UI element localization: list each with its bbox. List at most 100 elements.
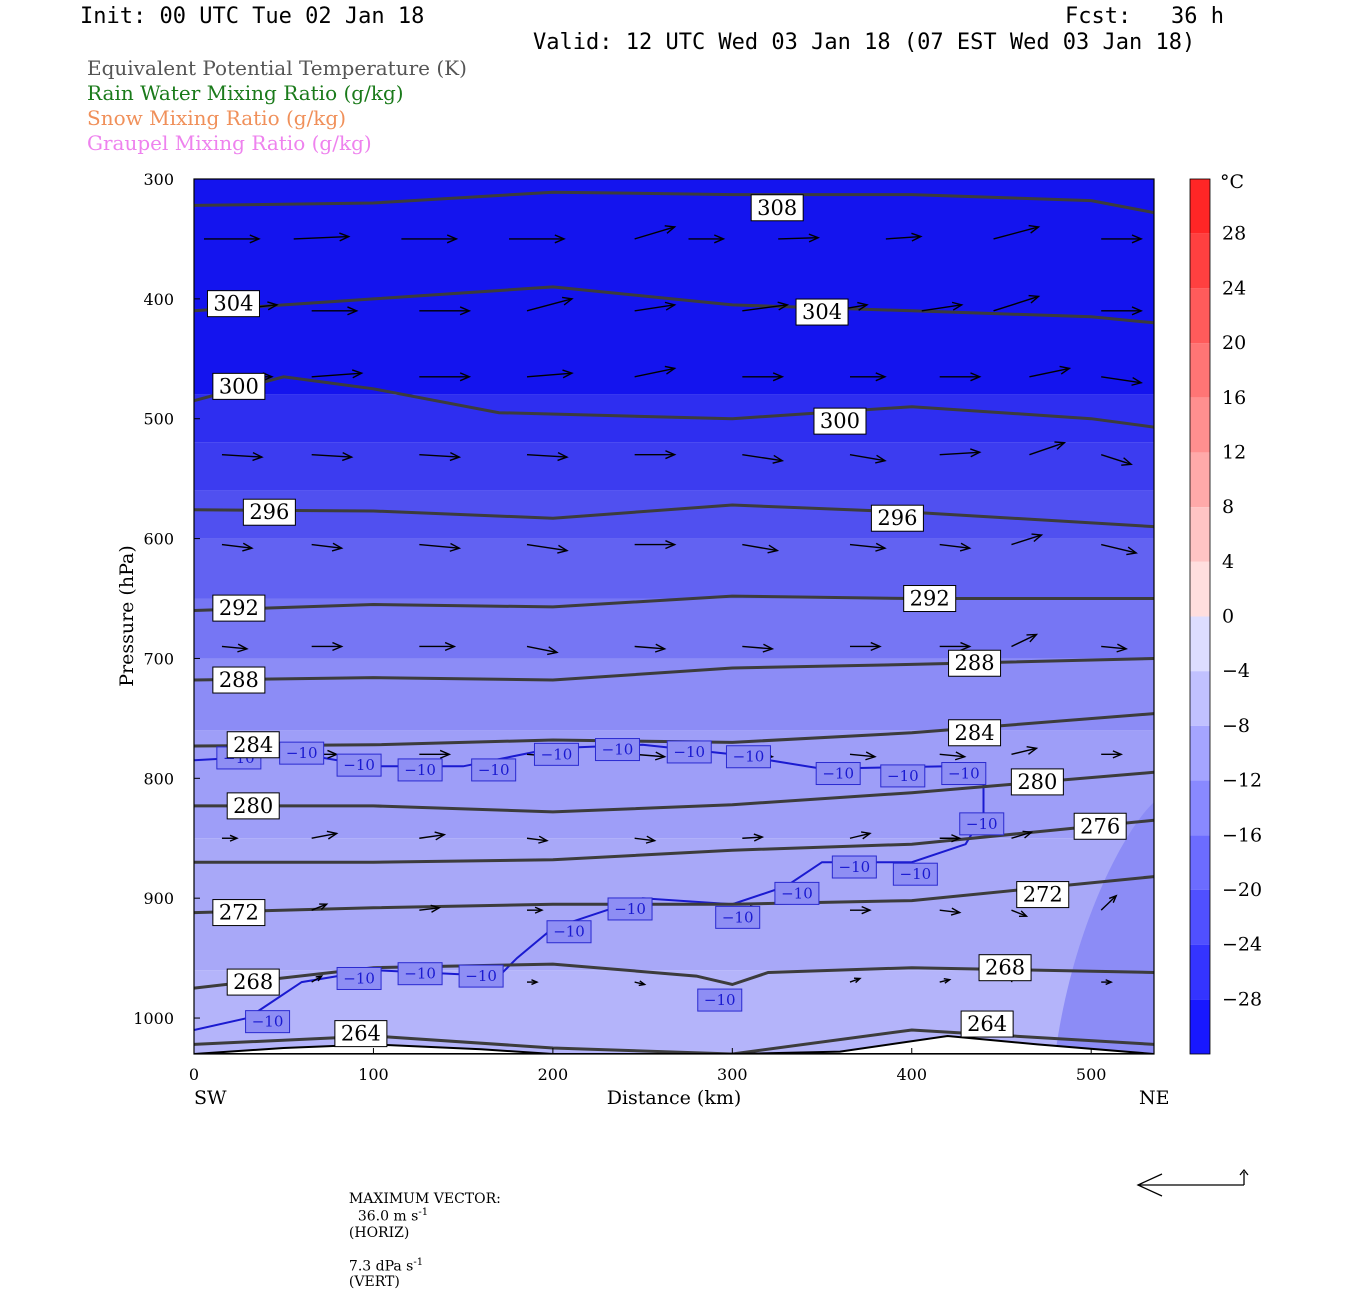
colorbar-label: −24 (1222, 934, 1262, 956)
colorbar-segment (1190, 780, 1210, 836)
temperature-band (194, 538, 1154, 599)
wind-arrow (401, 234, 459, 244)
colorbar-segment (1190, 725, 1210, 781)
svg-text:−10: −10 (781, 884, 813, 902)
svg-text:264: 264 (967, 1012, 1007, 1036)
wind-arrow (634, 980, 647, 987)
y-tick-label: 1000 (133, 1009, 174, 1028)
wind-arrow (742, 301, 790, 312)
colorbar-segment (1190, 233, 1210, 289)
svg-text:292: 292 (910, 587, 950, 611)
colorbar-segment (1190, 179, 1210, 234)
wind-arrow (311, 903, 329, 911)
svg-text:264: 264 (341, 1022, 381, 1046)
svg-text:−10: −10 (553, 923, 585, 941)
wind-arrow (1101, 750, 1123, 759)
temperature-band (194, 658, 1154, 731)
temperature-contour-label: −10 (892, 862, 938, 886)
wind-arrow (885, 232, 923, 242)
temperature-band (194, 179, 1154, 395)
y-tick-label: 700 (143, 649, 174, 668)
x-tick-label: 400 (896, 1065, 927, 1084)
temperature-band (194, 394, 1154, 443)
colorbar-label: −20 (1222, 879, 1262, 901)
colorbar-unit: °C (1220, 171, 1244, 193)
y-tick-label: 400 (143, 290, 174, 309)
theta-e-contour-label: 304 (795, 298, 849, 326)
max-vector-horiz-suffix: (HORIZ) (348, 1224, 410, 1241)
temperature-contour-label: −10 (831, 855, 877, 879)
svg-text:−10: −10 (966, 815, 998, 833)
wind-arrow (526, 979, 539, 986)
wind-arrow (688, 234, 726, 244)
wind-arrow (311, 542, 344, 552)
wind-arrow (1101, 376, 1143, 386)
temperature-contour-label: −10 (458, 964, 504, 988)
wind-arrow (419, 831, 447, 841)
wind-arrow (1101, 543, 1138, 556)
wind-arrow (939, 448, 982, 458)
theta-e-contour-label: 296 (242, 498, 296, 526)
wind-arrow (939, 641, 972, 652)
svg-text:−10: −10 (673, 743, 705, 761)
wind-arrow (742, 372, 785, 382)
x-axis-title: Distance (km) (607, 1087, 742, 1109)
theta-e-contour-label: 268 (226, 968, 280, 996)
wind-arrow (419, 641, 457, 652)
theta-e-contour-label: 280 (1010, 768, 1064, 796)
colorbar-segment (1190, 671, 1210, 726)
svg-text:284: 284 (955, 721, 995, 745)
legend-graupel: Graupel Mixing Ratio (g/kg) (87, 131, 372, 155)
theta-e-contour-label: 276 (1073, 812, 1127, 840)
y-tick-label: 800 (143, 769, 174, 788)
colorbar-segment (1190, 507, 1210, 562)
svg-text:−10: −10 (286, 744, 318, 762)
legend-theta-e: Equivalent Potential Temperature (K) (87, 56, 467, 80)
wind-arrow (1155, 979, 1165, 984)
theta-e-contour (194, 285, 1154, 325)
svg-text:−10: −10 (722, 908, 754, 926)
svg-text:−10: −10 (900, 865, 932, 883)
temperature-contour-label: −10 (397, 962, 443, 986)
wind-arrow (311, 641, 344, 652)
wind-arrow (311, 452, 354, 462)
x-tick-label: 500 (1076, 1065, 1107, 1084)
svg-text:308: 308 (757, 196, 797, 220)
colorbar-segment (1190, 452, 1210, 508)
colorbar-segment (1190, 343, 1210, 398)
max-vector-vert: 7.3 dPa s (348, 1258, 414, 1275)
ne-end-label: NE (1139, 1087, 1170, 1109)
forecast-hour: Fcst: 36 h (1065, 4, 1224, 29)
colorbar-label: −28 (1222, 988, 1262, 1010)
temperature-contour-label: −10 (715, 905, 761, 929)
temperature-contour-label: −10 (471, 758, 517, 782)
temperature-contour-label: −10 (959, 812, 1005, 836)
wind-arrow (311, 975, 324, 983)
temperature-contour-label: −10 (397, 758, 443, 782)
colorbar-segment (1190, 616, 1210, 672)
wind-arrow (1011, 830, 1034, 839)
temperature-contour-label: −10 (279, 741, 325, 765)
max-vector-horiz-exponent: -1 (418, 1207, 429, 1218)
wind-arrow (939, 834, 962, 843)
max-vector-label: MAXIMUM VECTOR: (348, 1191, 501, 1207)
wind-arrow (419, 542, 462, 552)
axis-layer: 0 100 200 300 400 500 300 400 500 600 700 800 900 100… (133, 170, 1106, 1084)
svg-text:268: 268 (985, 956, 1025, 980)
theta-e-contour (194, 770, 1154, 814)
svg-text:296: 296 (249, 500, 289, 524)
svg-text:−10: −10 (478, 761, 510, 779)
x-tick-label: 0 (189, 1065, 199, 1084)
wind-arrow (921, 301, 964, 312)
x-tick-label: 300 (717, 1065, 748, 1084)
valid-time: Valid: 12 UTC Wed 03 Jan 18 (07 EST Wed … (533, 30, 1196, 55)
wind-arrow (939, 751, 967, 761)
theta-e-contour-label: 300 (813, 407, 867, 435)
svg-text:−10: −10 (343, 969, 375, 987)
wind-arrow (1101, 979, 1113, 986)
cold-patch (1055, 802, 1154, 1054)
plot-frame (193, 178, 1155, 1055)
init-time: Init: 00 UTC Tue 02 Jan 18 (80, 4, 425, 29)
colorbar-segment (1190, 944, 1210, 1000)
svg-text:300: 300 (219, 374, 259, 398)
